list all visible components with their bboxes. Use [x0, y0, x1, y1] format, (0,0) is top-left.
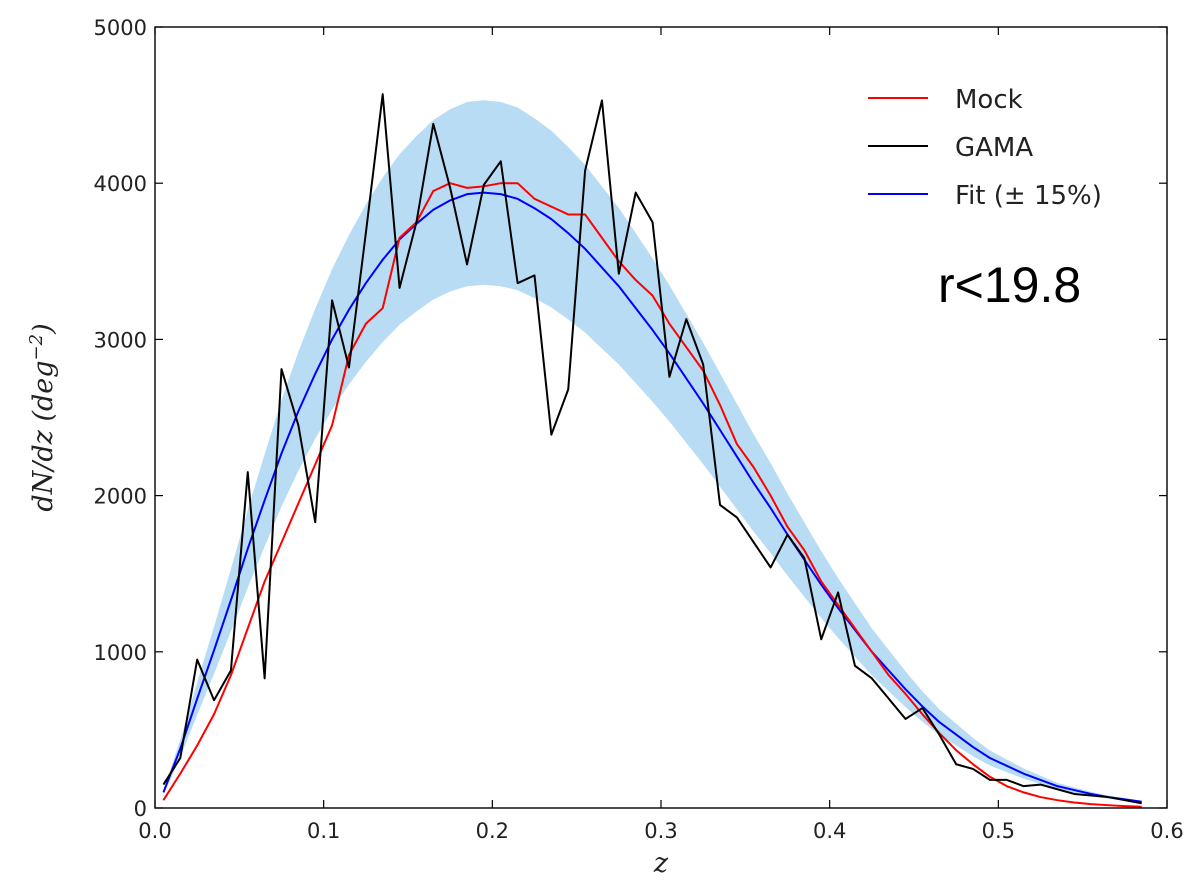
y-axis-label: dN/dz (deg−2) — [26, 323, 59, 511]
y-tick-label: 2000 — [94, 485, 147, 509]
fit-band-layer — [163, 100, 1142, 803]
x-tick-label: 0.3 — [644, 819, 677, 843]
series-line-fit-15 — [162, 191, 1142, 803]
x-tick-label: 0.6 — [1150, 819, 1183, 843]
x-axis-label: z — [653, 848, 669, 879]
legend-label-fit-15: Fit (± 15%) — [955, 181, 1102, 211]
series-line-gama — [162, 93, 1142, 805]
y-tick-label: 5000 — [94, 16, 147, 40]
series-layer — [162, 93, 1142, 808]
x-tick-label: 0.1 — [307, 819, 340, 843]
legend-label-gama: GAMA — [955, 133, 1033, 163]
fit-band — [163, 100, 1142, 803]
series-line-mock — [162, 182, 1142, 808]
y-tick-label: 1000 — [94, 641, 147, 665]
x-tick-label: 0.2 — [476, 819, 509, 843]
x-tick-label: 0.4 — [813, 819, 846, 843]
y-tick-label: 0 — [134, 797, 147, 821]
legend-label-mock: Mock — [955, 85, 1023, 115]
x-tick-label: 0.5 — [982, 819, 1015, 843]
x-tick-label: 0.0 — [138, 819, 171, 843]
y-tick-label: 4000 — [94, 172, 147, 196]
tick-layer: 0.0 0.1 0.2 0.3 0.4 0.5 0.6 0 1000 2000 3000 4000 50… — [94, 16, 1184, 843]
y-tick-label: 3000 — [94, 328, 147, 352]
legend: Mock GAMA Fit (± 15%) — [868, 85, 1102, 211]
annotation-r-cut: r<19.8 — [938, 257, 1081, 313]
